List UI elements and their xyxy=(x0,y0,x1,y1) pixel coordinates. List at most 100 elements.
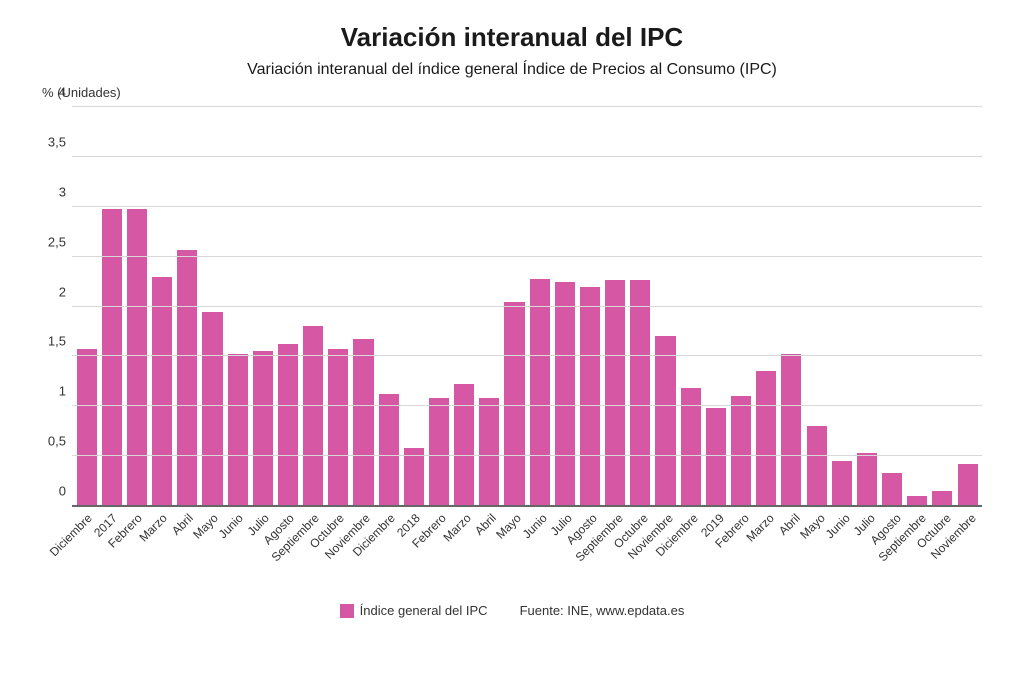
grid-line xyxy=(72,505,982,506)
x-label-slot: 2017 xyxy=(97,507,122,597)
y-tick-label: 0 xyxy=(59,484,72,499)
x-label-slot: Junio xyxy=(830,507,855,597)
bar-slot xyxy=(225,107,250,506)
bar xyxy=(630,280,650,506)
y-tick-label: 3 xyxy=(59,184,72,199)
bar xyxy=(353,339,373,506)
bar-slot xyxy=(527,107,552,506)
bar-slot xyxy=(854,107,879,506)
bar xyxy=(807,426,827,506)
x-label-slot: Marzo xyxy=(451,507,476,597)
bar-slot xyxy=(577,107,602,506)
bar xyxy=(832,461,852,506)
x-label-slot: Junio xyxy=(527,507,552,597)
bar-slot xyxy=(703,107,728,506)
legend-series-label: Índice general del IPC xyxy=(360,603,488,618)
x-label-slot: Diciembre xyxy=(72,507,97,597)
y-tick-label: 0,5 xyxy=(48,434,72,449)
x-label-slot: Abril xyxy=(477,507,502,597)
bar xyxy=(655,336,675,506)
bar-slot xyxy=(628,107,653,506)
bar-slot xyxy=(678,107,703,506)
x-label-slot: Mayo xyxy=(502,507,527,597)
bar-slot xyxy=(804,107,829,506)
legend-swatch xyxy=(340,604,354,618)
bar-slot xyxy=(150,107,175,506)
x-label-slot: 2019 xyxy=(704,507,729,597)
x-label-slot: Febrero xyxy=(426,507,451,597)
x-label-slot: Abril xyxy=(780,507,805,597)
bar-slot xyxy=(250,107,275,506)
bar xyxy=(303,326,323,506)
x-label-slot: Noviembre xyxy=(957,507,982,597)
y-tick-label: 1 xyxy=(59,384,72,399)
y-tick-label: 2,5 xyxy=(48,234,72,249)
grid-line xyxy=(72,156,982,157)
bar xyxy=(77,349,97,506)
x-label-slot: Marzo xyxy=(148,507,173,597)
bar-slot xyxy=(275,107,300,506)
grid-line xyxy=(72,306,982,307)
bar-slot xyxy=(426,107,451,506)
bar xyxy=(454,384,474,506)
grid-line xyxy=(72,355,982,356)
bar xyxy=(429,398,449,506)
bar xyxy=(228,354,248,506)
x-label-slot: Mayo xyxy=(805,507,830,597)
bar-slot xyxy=(301,107,326,506)
bar xyxy=(479,398,499,506)
chart-subtitle: Variación interanual del índice general … xyxy=(247,61,777,79)
y-tick-label: 2 xyxy=(59,284,72,299)
bar-slot xyxy=(653,107,678,506)
plot-area: 00,511,522,533,54 xyxy=(72,107,982,507)
grid-line xyxy=(72,206,982,207)
bar-slot xyxy=(779,107,804,506)
chart-title: Variación interanual del IPC xyxy=(341,22,683,53)
legend-item: Índice general del IPC xyxy=(340,603,488,618)
bar xyxy=(328,349,348,506)
bars-container xyxy=(72,107,982,506)
x-axis-labels: Diciembre2017FebreroMarzoAbrilMayoJunioJ… xyxy=(72,507,982,597)
bar-slot xyxy=(905,107,930,506)
bar-slot xyxy=(880,107,905,506)
bar xyxy=(127,209,147,506)
x-label-slot: Marzo xyxy=(755,507,780,597)
bar xyxy=(379,394,399,506)
bar-slot xyxy=(477,107,502,506)
bar xyxy=(102,209,122,506)
x-label-slot: Febrero xyxy=(729,507,754,597)
y-tick-label: 3,5 xyxy=(48,134,72,149)
bar-slot xyxy=(74,107,99,506)
bar-slot xyxy=(376,107,401,506)
bar xyxy=(756,371,776,506)
bar xyxy=(278,344,298,506)
x-tick-label: Diciembre xyxy=(46,511,94,559)
y-tick-label: 4 xyxy=(59,85,72,100)
bar-slot xyxy=(552,107,577,506)
grid-line xyxy=(72,256,982,257)
x-label-slot: Mayo xyxy=(198,507,223,597)
bar xyxy=(932,491,952,506)
bar-slot xyxy=(754,107,779,506)
grid-line xyxy=(72,106,982,107)
x-label-slot: Diciembre xyxy=(375,507,400,597)
bar-slot xyxy=(829,107,854,506)
grid-line xyxy=(72,405,982,406)
x-label-slot: Junio xyxy=(224,507,249,597)
bar xyxy=(253,351,273,506)
x-label-slot: Abril xyxy=(173,507,198,597)
bar xyxy=(555,282,575,506)
bar xyxy=(882,473,902,506)
bar xyxy=(177,250,197,506)
bar-slot xyxy=(502,107,527,506)
grid-line xyxy=(72,455,982,456)
bar-slot xyxy=(728,107,753,506)
bar xyxy=(580,287,600,506)
bar xyxy=(404,448,424,506)
bar xyxy=(857,453,877,506)
x-label-slot: 2018 xyxy=(401,507,426,597)
bar xyxy=(706,408,726,506)
x-label-slot: Diciembre xyxy=(679,507,704,597)
y-tick-label: 1,5 xyxy=(48,334,72,349)
legend-row: Índice general del IPC Fuente: INE, www.… xyxy=(340,603,685,618)
